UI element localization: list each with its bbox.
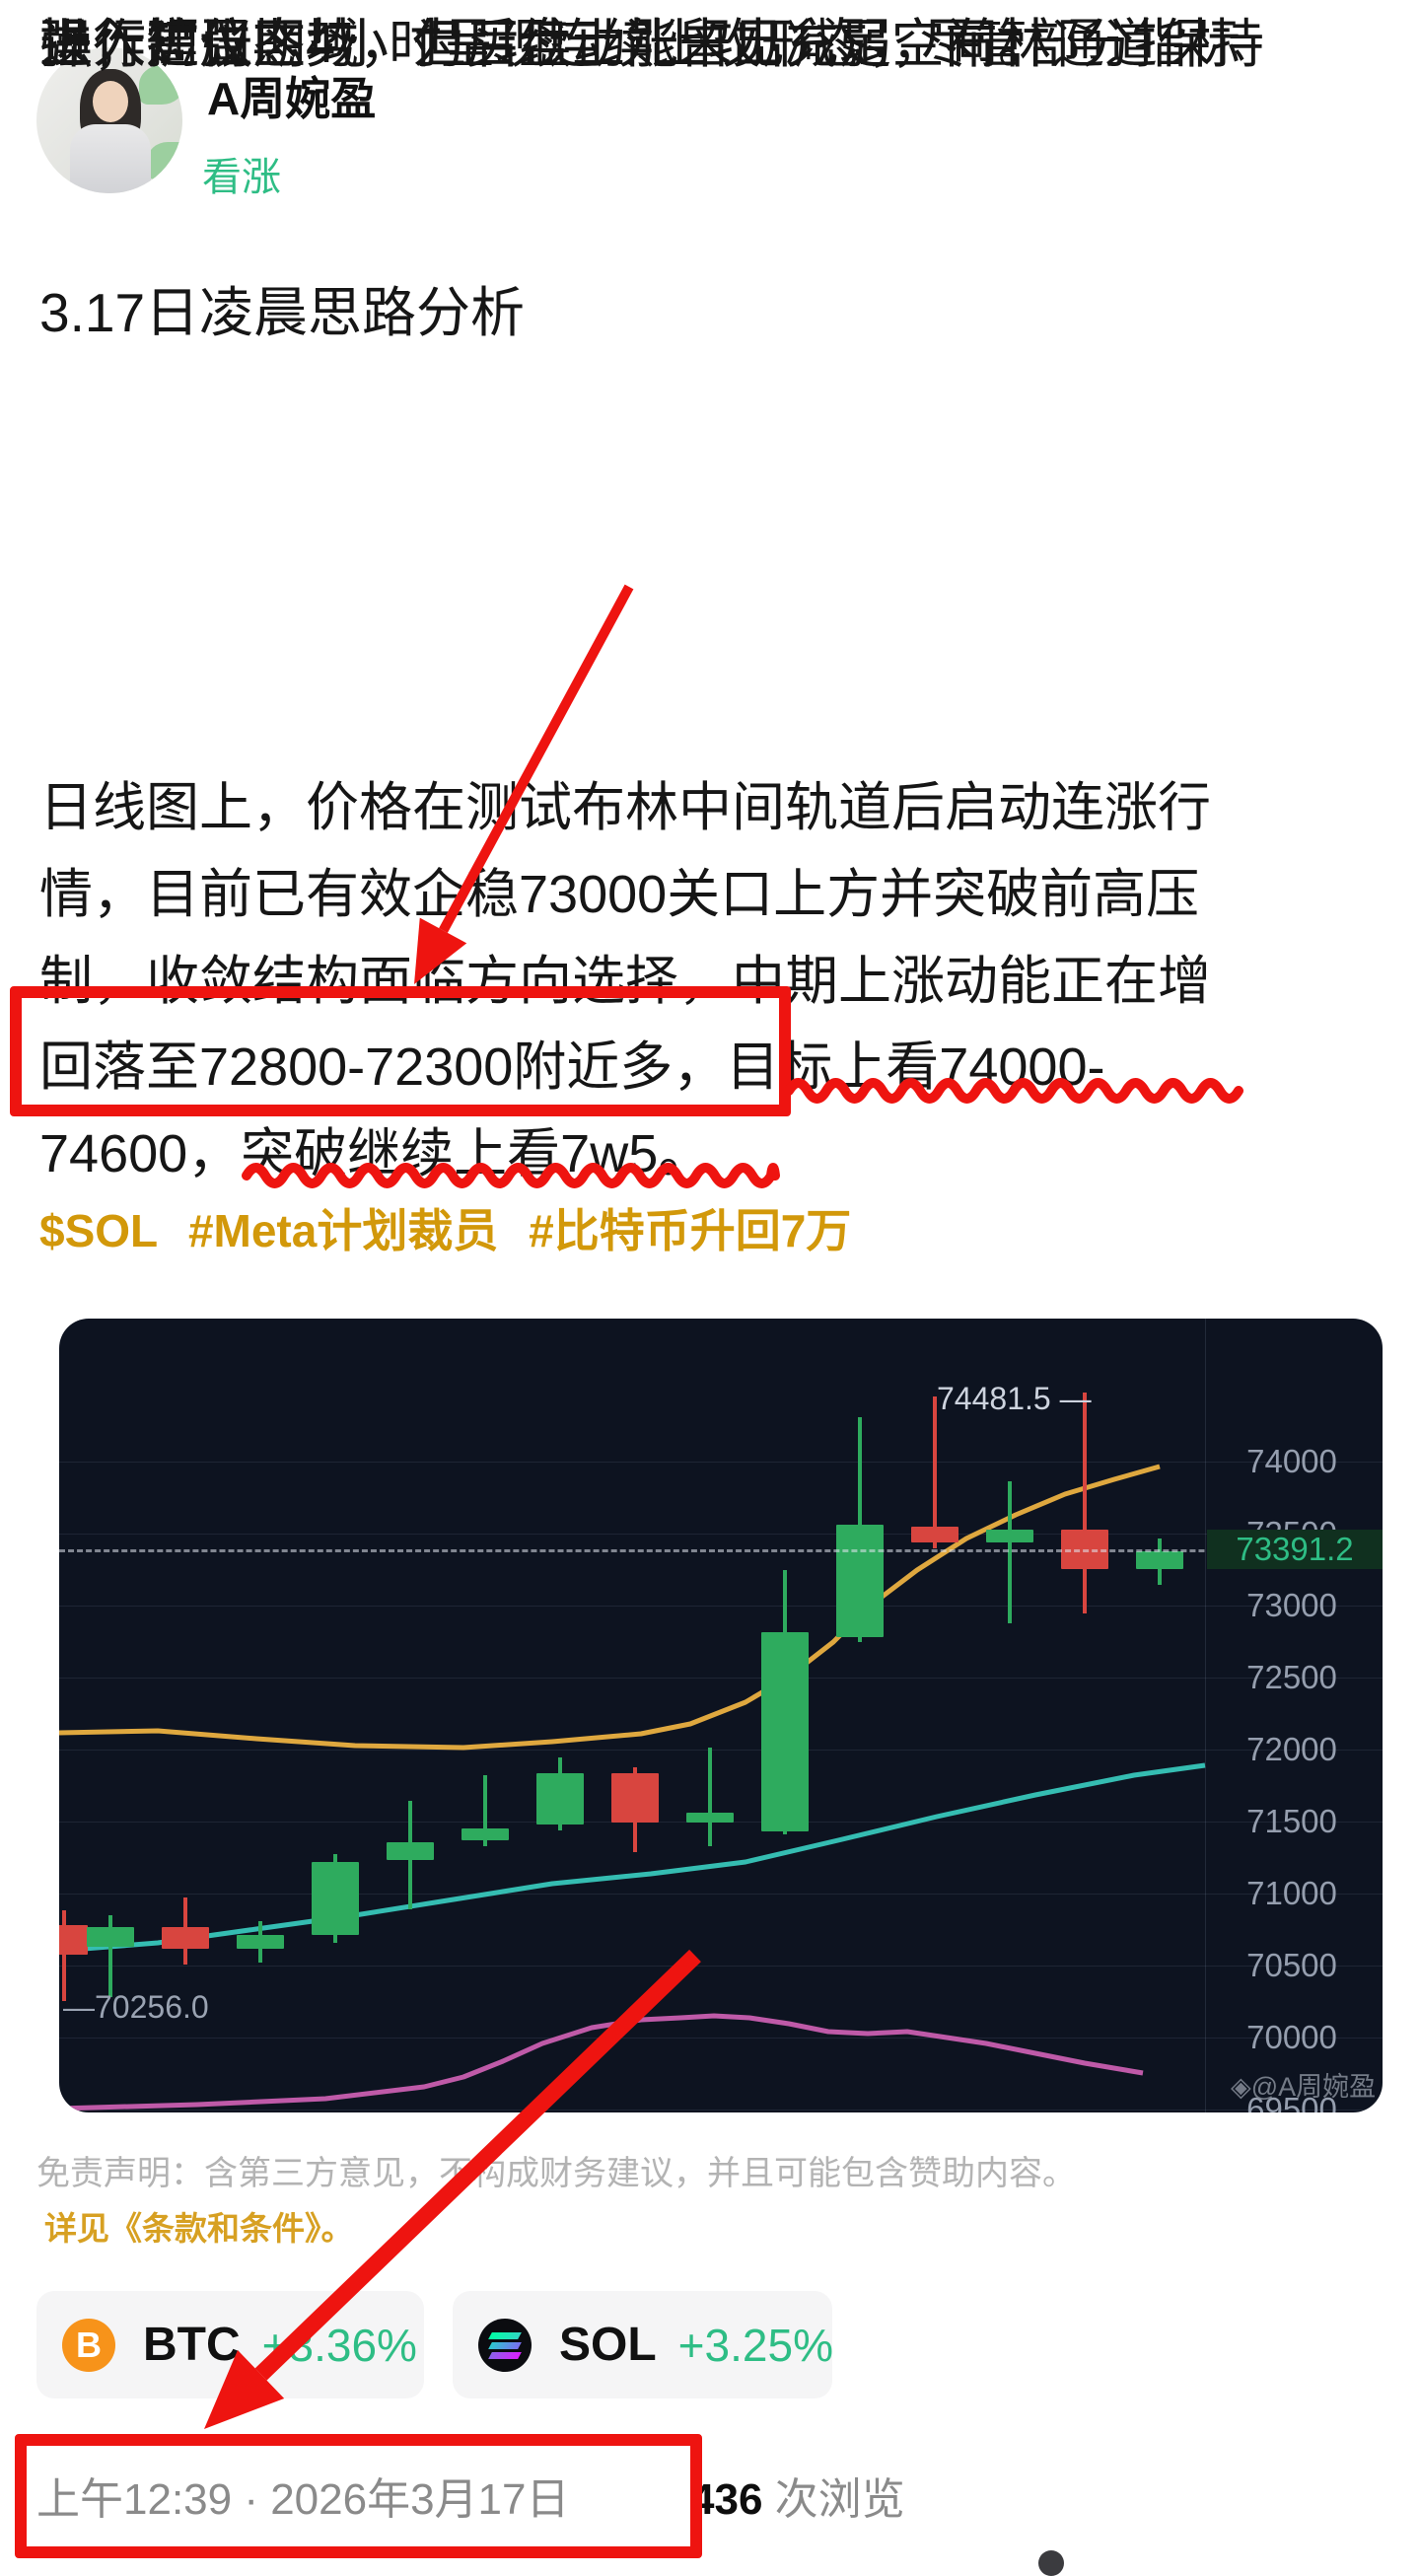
candle-body bbox=[59, 1924, 88, 1955]
gridline bbox=[59, 1750, 1383, 1751]
body-line: 上行扩张态势，为后续上涨留出充足空间。 bbox=[39, 15, 1051, 74]
candle-wick bbox=[1008, 1481, 1012, 1623]
body-line: 日线图上，价格在测试布林中间轨道后启动连涨行 bbox=[39, 778, 1211, 837]
candle-body bbox=[611, 1772, 659, 1823]
price-axis-label: 73000 bbox=[1246, 1587, 1337, 1623]
candle-wick bbox=[483, 1774, 487, 1846]
ticker-change: +3.25% bbox=[677, 2319, 833, 2371]
candle-wick bbox=[708, 1747, 712, 1846]
tag-meta-layoffs[interactable]: #Meta计划裁员 bbox=[187, 1205, 499, 1256]
candle-wick bbox=[933, 1396, 937, 1548]
candle-body bbox=[387, 1842, 434, 1860]
gridline bbox=[59, 1462, 1383, 1463]
post-timestamp: 上午12:39 · 2026年3月17日 bbox=[36, 2475, 570, 2524]
avatar[interactable] bbox=[36, 47, 182, 193]
avatar-plant-decor bbox=[147, 142, 182, 179]
post-title: 3.17日凌晨思路分析 bbox=[39, 282, 526, 343]
ticker-chip-btc[interactable]: B BTC +3.36% bbox=[36, 2291, 424, 2398]
price-axis-label: 69500 bbox=[1246, 2090, 1337, 2112]
candle-wick bbox=[1083, 1392, 1087, 1613]
gridline bbox=[59, 1534, 1383, 1535]
price-axis-label: 72500 bbox=[1246, 1659, 1337, 1695]
stance-badge: 看涨 bbox=[202, 156, 281, 199]
entry-range-text: 回落至72800-72300附近多 bbox=[39, 1038, 674, 1097]
views-label: 次浏览 bbox=[762, 2475, 905, 2524]
body-line: 进入高位区域，但买盘动能未见减弱，布林通道保持 bbox=[39, 15, 1264, 74]
candle-body bbox=[312, 1862, 359, 1935]
last-price-badge: 73391.2 bbox=[1207, 1529, 1383, 1569]
sol-icon bbox=[478, 2318, 532, 2372]
comma: ， bbox=[673, 1038, 727, 1097]
tag-sol[interactable]: $SOL bbox=[39, 1205, 159, 1256]
target-text-2: 74600， bbox=[39, 1124, 242, 1183]
ticker-symbol: BTC bbox=[143, 2319, 241, 2371]
ticker-symbol: SOL bbox=[559, 2319, 657, 2371]
body-line: 制，收敛结构面临方向选择，中期上涨动能正在增 bbox=[39, 952, 1211, 1011]
views-counter: 436 次浏览 bbox=[690, 2464, 905, 2527]
body-line: 强；短周期4小时呈现连续上攻形态，尽管部分指标 bbox=[39, 15, 1242, 74]
hashtag-row: $SOL #Meta计划裁员 #比特币升回7万 bbox=[39, 1195, 869, 1260]
candlestick-chart-image: 7400073500730007250072000715007100070500… bbox=[59, 1319, 1383, 2112]
high-price-label: 74481.5 — bbox=[937, 1380, 1092, 1416]
candle-body bbox=[87, 1926, 134, 1947]
candle-body bbox=[761, 1632, 809, 1831]
author-name[interactable]: A周婉盈 bbox=[207, 73, 377, 124]
candle-wick bbox=[108, 1914, 112, 1997]
last-price-dashed-line bbox=[59, 1548, 1383, 1552]
ma-magenta bbox=[59, 2013, 1144, 2111]
candle-body bbox=[836, 1524, 884, 1637]
cutoff-avatar bbox=[1038, 2550, 1064, 2576]
candle-body bbox=[1136, 1550, 1183, 1569]
price-axis-label: 70000 bbox=[1246, 2018, 1337, 2055]
views-count: 436 bbox=[690, 2475, 763, 2524]
ticker-change: +3.36% bbox=[261, 2319, 417, 2371]
avatar-plant-decor bbox=[139, 65, 182, 105]
timestamp-red-box bbox=[15, 2434, 702, 2558]
body-line: 情，目前已有效企稳73000关口上方并突破前高压 bbox=[39, 865, 1200, 924]
breakout-text: 突破继续上看7w5。 bbox=[241, 1124, 712, 1183]
target-suggestion-line: 74600，突破继续上看7w5。 bbox=[39, 1109, 711, 1187]
candle-body bbox=[686, 1812, 734, 1823]
low-price-label: —70256.0 bbox=[63, 1988, 209, 2025]
candle-body bbox=[911, 1527, 958, 1543]
ticker-chip-sol[interactable]: SOL +3.25% bbox=[453, 2291, 833, 2398]
gridline bbox=[59, 1606, 1383, 1607]
btc-icon: B bbox=[62, 2318, 115, 2372]
chart-watermark: ◈@A周婉盈 bbox=[1231, 2072, 1377, 2102]
candle-wick bbox=[62, 1909, 66, 2001]
gridline bbox=[59, 1678, 1383, 1679]
avatar-face bbox=[93, 81, 128, 122]
avatar-clothing bbox=[70, 124, 151, 193]
body-line: 操作建议 bbox=[39, 15, 252, 74]
gridline bbox=[59, 1965, 1383, 1967]
gridline bbox=[59, 2037, 1383, 2039]
candle-body bbox=[536, 1772, 584, 1825]
terms-link[interactable]: 详见《条款和条件》。 bbox=[44, 2210, 354, 2247]
price-axis-label: 71000 bbox=[1246, 1874, 1337, 1911]
price-axis-line bbox=[1205, 1319, 1206, 2112]
price-axis-label: 74000 bbox=[1246, 1443, 1337, 1479]
gridline bbox=[59, 1893, 1383, 1895]
chart-lines bbox=[59, 1464, 1206, 2111]
ma-yellow bbox=[59, 1464, 1161, 1751]
price-axis-label: 71500 bbox=[1246, 1803, 1337, 1839]
disclaimer-text: 免责声明：含第三方意见，不构成财务建议，并且可能包含赞助内容。 bbox=[36, 2155, 1076, 2192]
ma-teal bbox=[59, 1762, 1206, 1954]
price-axis-label: 70500 bbox=[1246, 1946, 1337, 1983]
candle-body bbox=[462, 1828, 509, 1840]
gridline bbox=[59, 2109, 1383, 2111]
tag-bitcoin-7w[interactable]: #比特币升回7万 bbox=[529, 1205, 852, 1256]
highlight-red-box bbox=[10, 986, 791, 1116]
candle-body bbox=[162, 1926, 209, 1949]
candle-body bbox=[237, 1934, 284, 1949]
candle-body bbox=[986, 1530, 1033, 1542]
price-axis-label: 72000 bbox=[1246, 1731, 1337, 1767]
